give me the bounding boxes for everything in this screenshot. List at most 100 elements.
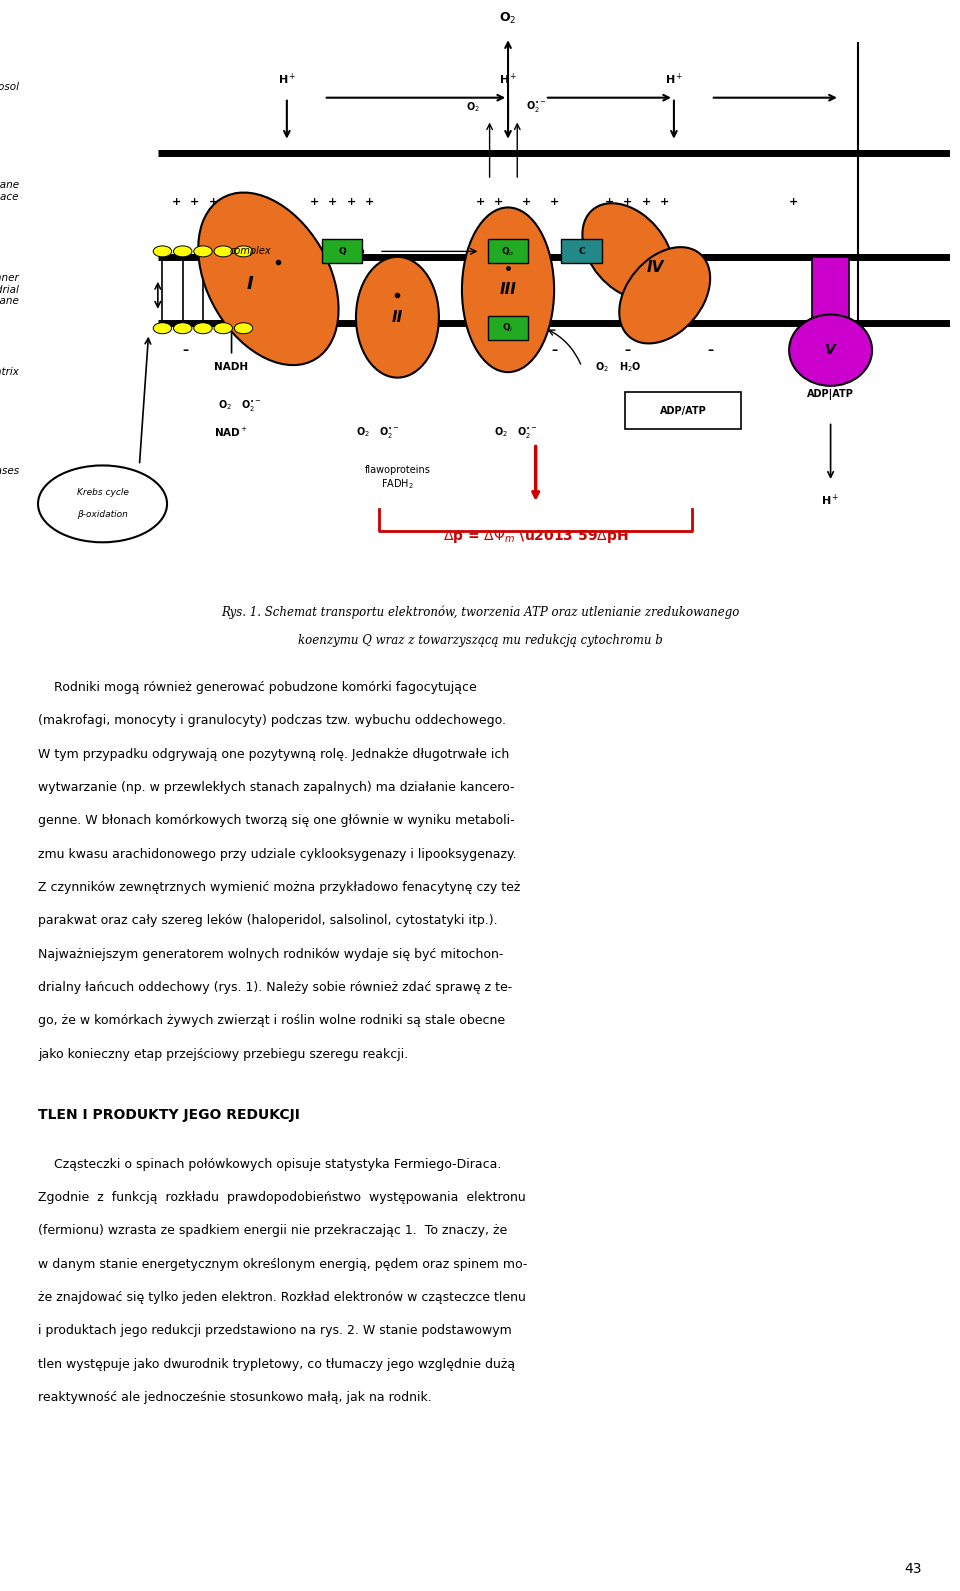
Circle shape [214, 323, 232, 334]
FancyBboxPatch shape [625, 393, 741, 428]
Text: +: + [208, 197, 218, 207]
Text: –: – [708, 344, 714, 356]
Text: Cząsteczki o spinach połówkowych opisuje statystyka Fermiego-Diraca.: Cząsteczki o spinach połówkowych opisuje… [38, 1158, 502, 1171]
Circle shape [194, 323, 212, 334]
Text: III: III [499, 282, 516, 298]
Text: O$_2$: O$_2$ [467, 100, 480, 115]
Text: +: + [623, 197, 633, 207]
Ellipse shape [356, 256, 439, 377]
Text: +: + [522, 197, 531, 207]
Text: O$_2^{\bullet-}$: O$_2^{\bullet-}$ [241, 398, 262, 412]
Text: drialny łańcuch oddechowy (rys. 1). Należy sobie również zdać sprawę z te-: drialny łańcuch oddechowy (rys. 1). Nale… [38, 982, 513, 994]
FancyBboxPatch shape [322, 239, 363, 264]
Circle shape [38, 466, 167, 543]
Ellipse shape [199, 193, 339, 364]
Ellipse shape [789, 315, 872, 387]
Text: +: + [365, 197, 374, 207]
Text: (makrofagi, monocyty i granulocyty) podczas tzw. wybuchu oddechowego.: (makrofagi, monocyty i granulocyty) podc… [38, 714, 507, 727]
Text: genne. W błonach komórkowych tworzą się one głównie w wyniku metaboli-: genne. W błonach komórkowych tworzą się … [38, 815, 515, 827]
Text: O$_2$: O$_2$ [356, 426, 370, 439]
Text: reaktywność ale jednocześnie stosunkowo małą, jak na rodnik.: reaktywność ale jednocześnie stosunkowo … [38, 1391, 432, 1405]
Text: +: + [605, 197, 614, 207]
Text: Zgodnie  z  funkcją  rozkładu  prawdopodobieństwo  występowania  elektronu: Zgodnie z funkcją rozkładu prawdopodobie… [38, 1192, 526, 1204]
Text: Krebs cycle: Krebs cycle [77, 488, 129, 498]
Text: +: + [310, 197, 319, 207]
Text: Rodniki mogą również generować pobudzone komórki fagocytujące: Rodniki mogą również generować pobudzone… [38, 681, 477, 694]
FancyBboxPatch shape [562, 239, 602, 264]
Ellipse shape [619, 247, 710, 344]
Text: +: + [172, 197, 180, 207]
Text: H$^+$: H$^+$ [664, 72, 684, 86]
FancyBboxPatch shape [488, 239, 528, 264]
Text: complex: complex [229, 247, 271, 256]
Circle shape [234, 323, 252, 334]
Circle shape [214, 247, 232, 256]
Text: Q$_o$: Q$_o$ [501, 245, 515, 258]
FancyBboxPatch shape [812, 256, 849, 323]
Text: V: V [826, 344, 836, 356]
Circle shape [194, 247, 212, 256]
Text: koenzymu Q wraz z towarzyszącą mu redukcją cytochromu b: koenzymu Q wraz z towarzyszącą mu redukc… [298, 635, 662, 648]
Text: II: II [392, 310, 403, 325]
Text: –: – [625, 344, 631, 356]
Text: zmu kwasu arachidonowego przy udziale cyklooksygenazy i lipooksygenazy.: zmu kwasu arachidonowego przy udziale cy… [38, 848, 517, 861]
Text: H$^+$: H$^+$ [499, 72, 517, 86]
Circle shape [174, 323, 192, 334]
Text: cytosol: cytosol [0, 81, 19, 92]
Text: O$_2^{\bullet-}$: O$_2^{\bullet-}$ [379, 425, 400, 441]
Text: +: + [660, 197, 669, 207]
Text: IV: IV [647, 261, 664, 275]
Text: NAD$^+$: NAD$^+$ [214, 426, 249, 439]
Text: flawoproteins
FADH$_2$: flawoproteins FADH$_2$ [365, 466, 430, 492]
Text: –: – [551, 344, 557, 356]
Text: +: + [494, 197, 503, 207]
Text: Q: Q [338, 247, 346, 256]
Text: (fermionu) wzrasta ze spadkiem energii nie przekraczając 1.  To znaczy, że: (fermionu) wzrasta ze spadkiem energii n… [38, 1225, 508, 1238]
Text: TLEN I PRODUKTY JEGO REDUKCJI: TLEN I PRODUKTY JEGO REDUKCJI [38, 1107, 300, 1122]
Text: +: + [190, 197, 200, 207]
Text: –: – [182, 344, 188, 356]
Text: W tym przypadku odgrywają one pozytywną rolę. Jednakże długotrwałe ich: W tym przypadku odgrywają one pozytywną … [38, 748, 510, 760]
Text: +: + [476, 197, 485, 207]
Text: inner
mitochondrial
membrane: inner mitochondrial membrane [0, 274, 19, 307]
Text: H$_2$O: H$_2$O [618, 360, 641, 374]
Text: I: I [247, 275, 253, 293]
FancyBboxPatch shape [488, 317, 528, 340]
Text: O$_2^{\bullet-}$: O$_2^{\bullet-}$ [517, 425, 539, 441]
Text: jako konieczny etap przejściowy przebiegu szeregu reakcji.: jako konieczny etap przejściowy przebieg… [38, 1048, 409, 1061]
Text: +: + [347, 197, 356, 207]
Text: O$_2$: O$_2$ [218, 398, 231, 412]
Text: wytwarzanie (np. w przewlekłych stanach zapalnych) ma działanie kancero-: wytwarzanie (np. w przewlekłych stanach … [38, 781, 515, 794]
Text: +: + [789, 197, 799, 207]
Text: ADP/ATP: ADP/ATP [660, 406, 707, 415]
Text: +: + [549, 197, 559, 207]
Text: –: – [321, 344, 326, 356]
Text: O$_2$: O$_2$ [595, 360, 610, 374]
Text: NADH: NADH [214, 361, 249, 372]
Text: 43: 43 [904, 1562, 922, 1575]
Text: H$^+$: H$^+$ [277, 72, 296, 86]
Text: O$_2^{\bullet-}$: O$_2^{\bullet-}$ [526, 99, 547, 115]
Text: intermembrane
space: intermembrane space [0, 180, 19, 202]
Text: H$^+$: H$^+$ [822, 493, 840, 508]
Text: +: + [328, 197, 338, 207]
Circle shape [154, 323, 172, 334]
Ellipse shape [462, 207, 554, 372]
Text: –: – [385, 344, 392, 356]
Circle shape [154, 247, 172, 256]
Text: $\Delta$p = $\Delta\Psi_m$ \u2013 59$\Delta$pH: $\Delta$p = $\Delta\Psi_m$ \u2013 59$\De… [443, 528, 629, 546]
Text: i produktach jego redukcji przedstawiono na rys. 2. W stanie podstawowym: i produktach jego redukcji przedstawiono… [38, 1324, 512, 1338]
Text: go, że w komórkach żywych zwierząt i roślin wolne rodniki są stale obecne: go, że w komórkach żywych zwierząt i roś… [38, 1015, 506, 1028]
Text: tlen występuje jako dwurodnik trypletowy, co tłumaczy jego względnie dużą: tlen występuje jako dwurodnik trypletowy… [38, 1357, 516, 1371]
Text: O$_2$: O$_2$ [494, 426, 508, 439]
Text: dehydrogenases: dehydrogenases [0, 466, 19, 476]
Text: Z czynników zewnętrznych wymienić można przykładowo fenacytynę czy też: Z czynników zewnętrznych wymienić można … [38, 881, 520, 894]
Text: β-oxidation: β-oxidation [77, 511, 128, 519]
Text: ADP|ATP: ADP|ATP [807, 388, 854, 399]
Circle shape [234, 247, 252, 256]
Text: Rys. 1. Schemat transportu elektronów, tworzenia ATP oraz utlenianie zredukowane: Rys. 1. Schemat transportu elektronów, t… [221, 606, 739, 619]
Text: w danym stanie energetycznym określonym energią, pędem oraz spinem mo-: w danym stanie energetycznym określonym … [38, 1258, 528, 1271]
Text: że znajdować się tylko jeden elektron. Rozkład elektronów w cząsteczce tlenu: że znajdować się tylko jeden elektron. R… [38, 1292, 526, 1305]
Text: matrix: matrix [0, 368, 19, 377]
Text: O$_2$: O$_2$ [499, 11, 516, 27]
